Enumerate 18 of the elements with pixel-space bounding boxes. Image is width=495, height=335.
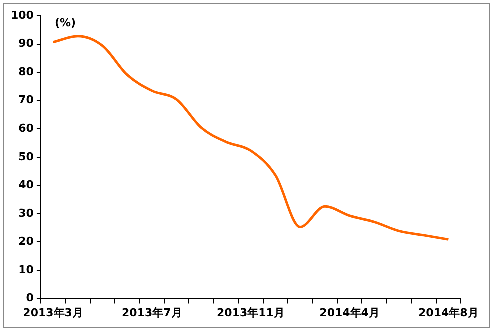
y-tick-label: 10: [18, 263, 34, 276]
y-tick-label: 80: [18, 65, 34, 78]
x-tick-label: 2013年11月: [217, 306, 285, 320]
y-tick-label: 30: [18, 206, 34, 220]
y-tick-label: 100: [10, 8, 34, 22]
y-axis-title: (%): [54, 16, 76, 30]
y-tick-label: 0: [26, 292, 34, 305]
x-tick-label: 2014年4月: [320, 306, 380, 320]
y-tick-label: 40: [18, 178, 34, 192]
y-tick-label: 90: [18, 37, 34, 50]
x-tick-label: 2014年8月: [418, 306, 479, 320]
y-tick-label: 70: [18, 94, 34, 107]
x-tick-label: 2013年3月: [23, 306, 84, 320]
y-tick-label: 50: [18, 150, 34, 164]
line-series: [52, 35, 450, 241]
x-tick-label: 2013年7月: [122, 306, 182, 320]
y-tick-label: 60: [18, 122, 34, 135]
y-tick-label: 20: [18, 235, 34, 248]
